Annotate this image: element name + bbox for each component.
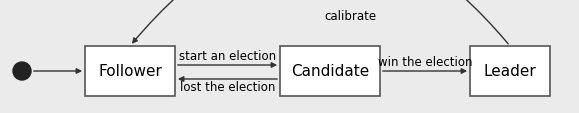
Circle shape [13, 62, 31, 80]
Text: Candidate: Candidate [291, 64, 369, 79]
Text: calibrate: calibrate [324, 10, 376, 23]
Text: lost the election: lost the election [180, 80, 275, 93]
Text: Leader: Leader [483, 64, 536, 79]
Text: win the election: win the election [378, 55, 472, 68]
FancyBboxPatch shape [85, 47, 175, 96]
Text: Follower: Follower [98, 64, 162, 79]
FancyBboxPatch shape [470, 47, 550, 96]
Text: start an election: start an election [179, 50, 276, 62]
FancyBboxPatch shape [280, 47, 380, 96]
